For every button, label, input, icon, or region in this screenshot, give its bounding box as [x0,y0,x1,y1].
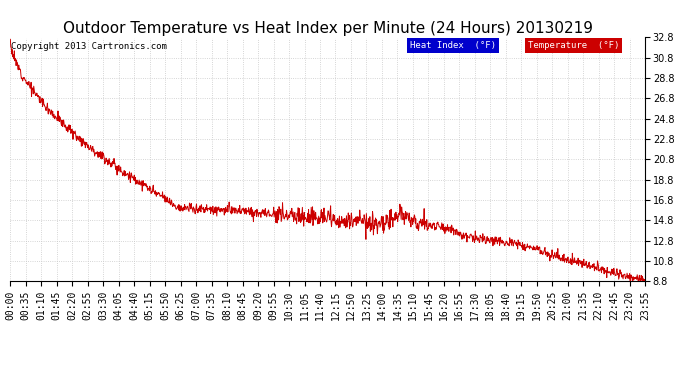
Text: Temperature  (°F): Temperature (°F) [528,41,619,50]
Text: Heat Index  (°F): Heat Index (°F) [411,41,496,50]
Text: Copyright 2013 Cartronics.com: Copyright 2013 Cartronics.com [11,42,167,51]
Title: Outdoor Temperature vs Heat Index per Minute (24 Hours) 20130219: Outdoor Temperature vs Heat Index per Mi… [63,21,593,36]
